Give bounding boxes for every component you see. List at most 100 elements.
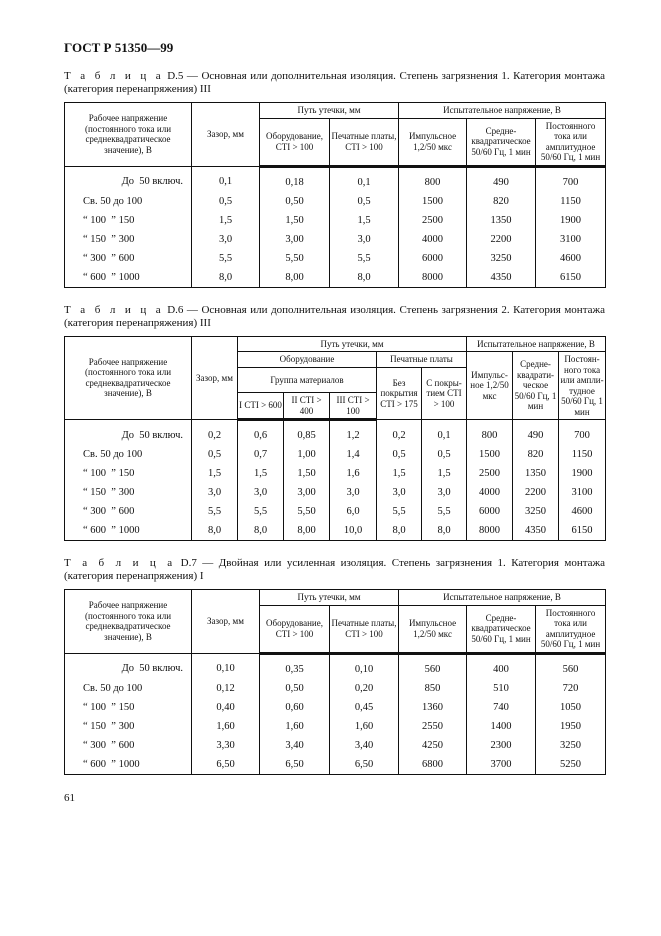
table-cell: 5,5	[376, 502, 422, 521]
table-cell: 2550	[398, 716, 468, 736]
table-cell: 1,60	[191, 716, 260, 736]
table-cell: 6000	[466, 502, 514, 521]
table-cell: 3,0	[237, 483, 284, 502]
table-cell: 1,5	[191, 464, 238, 483]
table-cell: 0,35	[259, 653, 330, 679]
table-cell: 2300	[466, 735, 537, 755]
table-cell: 0,7	[237, 445, 284, 464]
header-impulse: Импульсное 1,2/50 мкс	[398, 604, 468, 655]
table-cell: 0,1	[420, 419, 468, 445]
header-dc: Постоян-ного тока или ампли-тудное 50/60…	[558, 351, 607, 420]
row-voltage-label: До 50 включ.	[64, 419, 192, 445]
table-cell: 6000	[398, 248, 468, 268]
table-cell: 700	[558, 419, 607, 445]
table-cell: 4350	[466, 267, 537, 288]
table-cell: 0,60	[259, 697, 330, 717]
table-cell: 820	[512, 445, 560, 464]
page-number: 61	[64, 791, 75, 804]
header-pcb: Печатные платы	[375, 351, 468, 368]
table-cell: 0,10	[328, 653, 400, 679]
row-voltage-label: “ 600 ” 1000	[64, 754, 192, 775]
table-cell: 3,0	[328, 229, 400, 249]
table-cell: 1150	[558, 445, 607, 464]
header-impulse: Импульсное 1,2/50 мкс	[398, 117, 468, 168]
table-cell: 0,12	[191, 678, 260, 698]
table-cell: 2200	[466, 229, 537, 249]
table-cell: 3250	[535, 735, 607, 755]
table-cell: 1,00	[283, 445, 330, 464]
table-cell: 2500	[398, 210, 468, 230]
table-cell: 0,5	[191, 191, 260, 211]
header-group-2: II CTI > 400	[283, 392, 330, 421]
table-cell: 5,5	[191, 248, 260, 268]
table-cell: 5,5	[328, 248, 400, 268]
header-test-voltage: Испытательное напряжение, В	[398, 102, 607, 119]
header-group-3: III CTI > 100	[329, 392, 377, 421]
table-cell: 0,18	[259, 166, 330, 192]
table-cell: 2500	[466, 464, 514, 483]
table-cell: 560	[398, 653, 468, 679]
document-header: ГОСТ Р 51350—99	[64, 40, 174, 55]
table-cell: 6,50	[328, 754, 400, 775]
table-cell: 1,6	[329, 464, 377, 483]
header-rms: Средне-квадратическое 50/60 Гц, 1 мин	[466, 604, 537, 655]
header-rms: Средне-квадрати-ческое 50/60 Гц, 1 мин	[512, 351, 560, 420]
table-cell: 1900	[558, 464, 607, 483]
table-cell: 4350	[512, 521, 560, 541]
table-cell: 1950	[535, 716, 607, 736]
table-d7: Рабочее напряжение (постоянного тока или…	[64, 589, 607, 775]
document-page: ГОСТ Р 51350—99 Т а б л и ц а D.5 — Осно…	[64, 40, 607, 804]
header-gap: Зазор, мм	[191, 589, 260, 654]
table-cell: 2200	[512, 483, 560, 502]
table-cell: 1,60	[328, 716, 400, 736]
table-cell: 700	[535, 166, 607, 192]
header-working-voltage: Рабочее напряжение (постоянного тока или…	[64, 102, 192, 167]
table-row: Св. 50 до 100 0,12 0,50 0,20 850 510 720	[64, 678, 607, 698]
table-cell: 8,0	[376, 521, 422, 541]
row-voltage-label: “ 150 ” 300	[64, 483, 192, 502]
table-cell: 490	[512, 419, 560, 445]
table-d7-caption: Т а б л и ц а D.7 — Двойная или усиленна…	[64, 557, 606, 582]
table-row: До 50 включ. 0,10 0,35 0,10 560 400 560	[64, 653, 607, 679]
table-cell: 0,20	[328, 678, 400, 698]
header-test-voltage: Испытательное напряжение, В	[466, 335, 607, 352]
table-cell: 5,50	[259, 248, 330, 268]
table-cell: 490	[466, 166, 537, 192]
table-cell: 720	[535, 678, 607, 698]
table-cell: 4600	[535, 248, 607, 268]
table-row: “ 150 ” 300 3,0 3,0 3,00 3,0 3,0 3,0 4000 2200 31…	[64, 483, 607, 502]
table-cell: 5,5	[191, 502, 238, 521]
table-cell: 8,0	[420, 521, 468, 541]
header-creepage: Путь утечки, мм	[258, 102, 400, 119]
table-cell: 8,00	[259, 267, 330, 288]
row-voltage-label: “ 100 ” 150	[64, 210, 192, 230]
table-cell: 3,40	[259, 735, 330, 755]
table-cell: 3250	[512, 502, 560, 521]
header-equipment: Оборудование, CTI > 100	[259, 604, 330, 655]
table-cell: 0,40	[191, 697, 260, 717]
header-rms: Средне-квадратическое 50/60 Гц, 1 мин	[466, 117, 537, 168]
table-cell: 800	[398, 166, 468, 192]
row-voltage-label: “ 300 ” 600	[64, 248, 192, 268]
row-voltage-label: “ 300 ” 600	[64, 502, 192, 521]
table-d5: Рабочее напряжение (постоянного тока или…	[64, 102, 607, 288]
header-group-1: I CTI > 600	[237, 392, 284, 421]
table-cell: 0,2	[191, 419, 238, 445]
row-voltage-label: “ 150 ” 300	[64, 229, 192, 249]
table-row: “ 600 ” 1000 8,0 8,0 8,00 10,0 8,0 8,0 8000 4350…	[64, 521, 607, 541]
row-voltage-label: До 50 включ.	[64, 166, 192, 192]
table-cell: 6,50	[191, 754, 260, 775]
header-gap: Зазор, мм	[191, 102, 260, 167]
table-cell: 4000	[466, 483, 514, 502]
table-cell: 0,5	[191, 445, 238, 464]
table-cell: 3,40	[328, 735, 400, 755]
table-cell: 0,5	[328, 191, 400, 211]
header-creepage: Путь утечки, мм	[258, 589, 400, 606]
table-row: “ 600 ” 1000 6,50 6,50 6,50 6800 3700 5250	[64, 754, 607, 775]
header-dc: Постоянного тока или амплитудное 50/60 Г…	[535, 117, 607, 168]
row-voltage-label: Св. 50 до 100	[64, 191, 192, 211]
table-cell: 1,50	[283, 464, 330, 483]
header-dc: Постоянного тока или амплитудное 50/60 Г…	[535, 604, 607, 655]
row-voltage-label: “ 100 ” 150	[64, 464, 192, 483]
table-row: “ 300 ” 600 5,5 5,5 5,50 6,0 5,5 5,5 6000 3250 46…	[64, 502, 607, 521]
